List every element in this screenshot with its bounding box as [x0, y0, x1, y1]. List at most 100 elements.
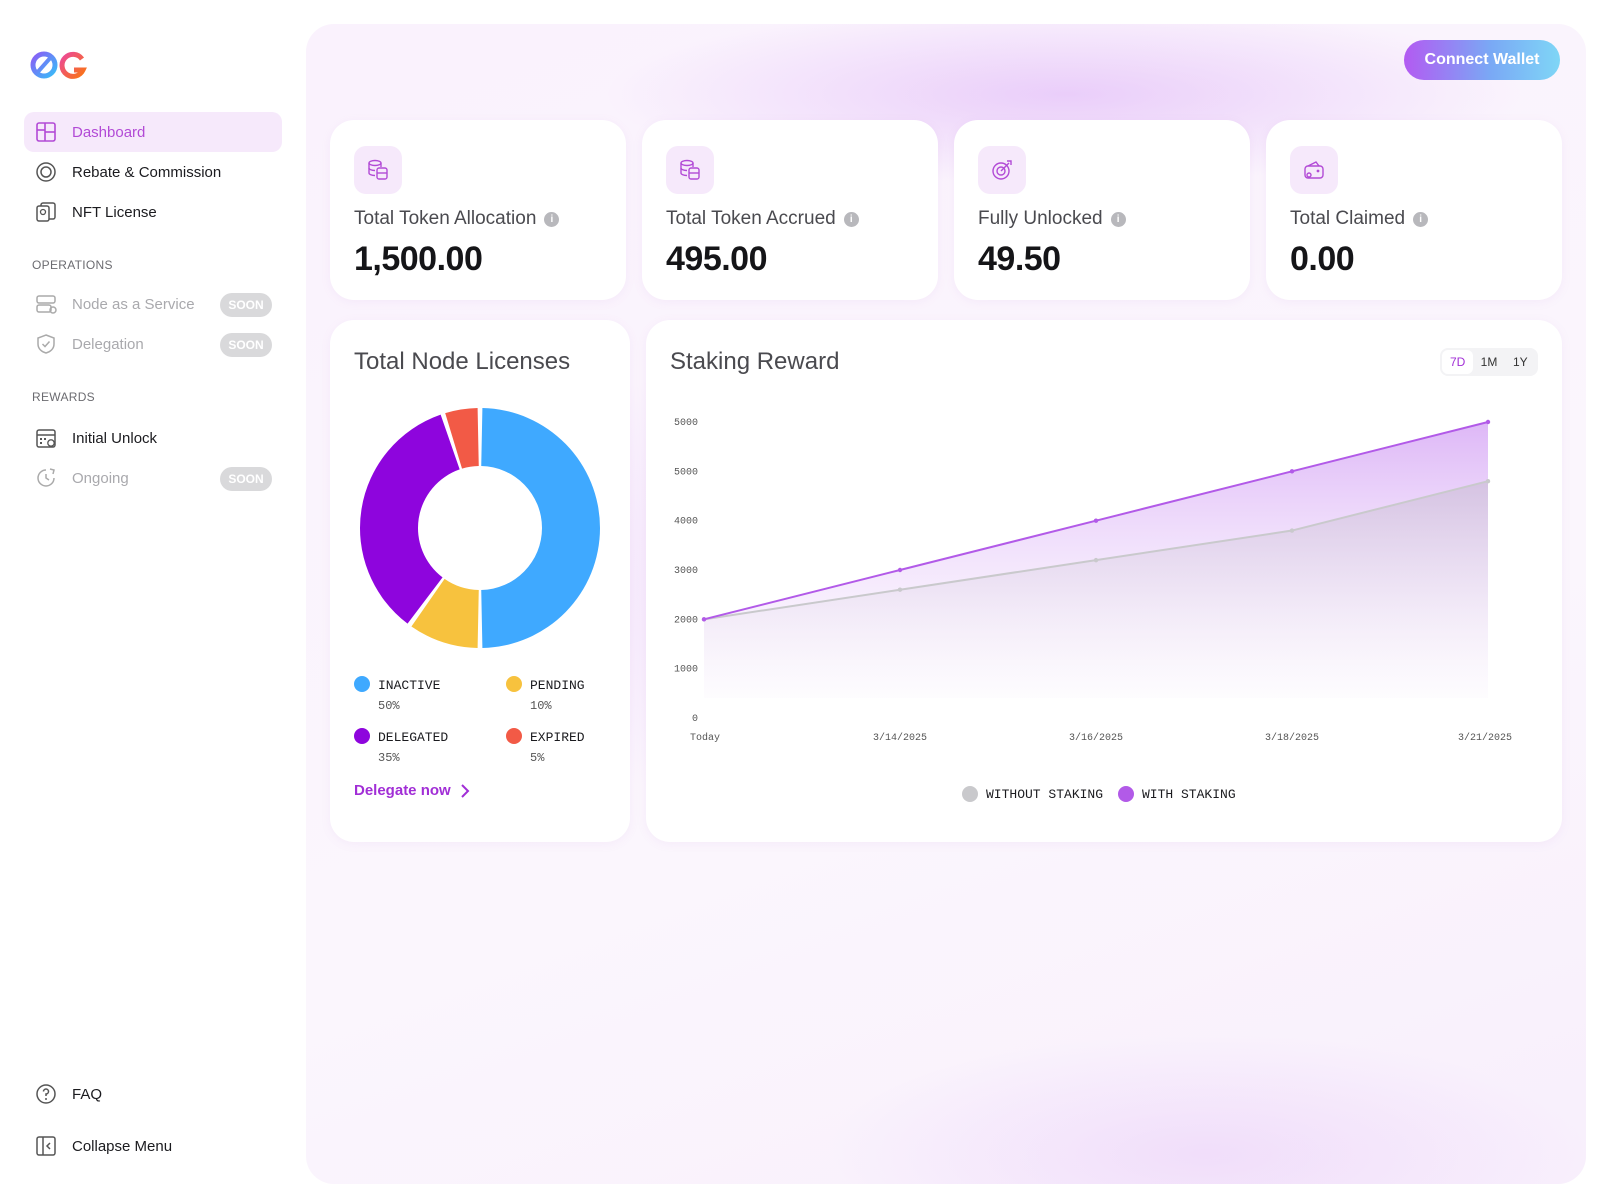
info-icon[interactable]: i	[1110, 211, 1126, 227]
data-point[interactable]	[1485, 419, 1491, 425]
data-point[interactable]	[1289, 469, 1295, 474]
legend-label: DELEGATED	[378, 730, 449, 745]
dashboard-icon	[34, 120, 58, 144]
legend-value: 10%	[530, 699, 552, 713]
stat-card-total-token-accrued: Total Token Accrued i 495.00	[642, 120, 938, 300]
sidebar-item-delegation[interactable]: Delegation SOON	[24, 324, 282, 364]
coins-icon	[666, 146, 714, 194]
stat-label-text: Total Token Allocation	[354, 208, 537, 229]
legend-value: 50%	[378, 699, 400, 713]
donut-slice-inactive[interactable]	[481, 408, 601, 648]
collapse-icon	[34, 1134, 58, 1158]
donut-slice-delegated[interactable]	[360, 414, 460, 624]
donut-slice-pending[interactable]	[411, 578, 479, 648]
logo[interactable]	[30, 50, 90, 80]
main-content: Connect Wallet Total Token Allocation i 1…	[306, 24, 1586, 1184]
sidebar-item-label: Delegation	[72, 335, 144, 353]
legend-dot	[354, 676, 370, 692]
data-point[interactable]	[1485, 479, 1491, 484]
chevron-right-icon	[460, 783, 470, 798]
info-icon[interactable]: i	[1413, 211, 1429, 227]
area-without-staking	[704, 481, 1488, 698]
stat-card-fully-unlocked: Fully Unlocked i 49.50	[954, 120, 1250, 300]
stat-value: 1,500.00	[354, 240, 483, 278]
legend-label: EXPIRED	[530, 730, 585, 745]
sidebar-item-node-as-a-service[interactable]: Node as a Service SOON	[24, 284, 282, 324]
soon-badge: SOON	[220, 293, 272, 317]
range-tab-1y[interactable]: 1Y	[1512, 355, 1528, 369]
stat-label-text: Fully Unlocked	[978, 208, 1103, 229]
info-icon[interactable]: i	[843, 211, 859, 227]
delegate-now-link[interactable]: Delegate now	[354, 782, 473, 799]
rebate-icon	[34, 160, 58, 184]
y-tick-label: 1000	[674, 665, 698, 676]
sidebar-item-label: Node as a Service	[72, 295, 195, 313]
sidebar-item-ongoing[interactable]: Ongoing SOON	[24, 458, 282, 498]
operations-section-label: OPERATIONS	[32, 258, 113, 272]
staking-reward-card: Staking Reward 7D 1M 1Y 0 1000 2000 3000 400…	[646, 320, 1562, 842]
y-tick-label: 5000	[674, 467, 698, 478]
donut-slice-expired[interactable]	[445, 408, 479, 469]
y-tick-label: 3000	[674, 566, 698, 577]
y-tick-label: 5000	[674, 418, 698, 429]
sidebar-item-label: Rebate & Commission	[72, 163, 222, 181]
stat-label: Total Token Allocation i	[354, 208, 560, 230]
question-icon	[34, 1082, 58, 1106]
stat-label: Fully Unlocked i	[978, 208, 1126, 230]
x-tick-label: 3/18/2025	[1265, 732, 1319, 744]
stat-label: Total Token Accrued i	[666, 208, 859, 230]
sidebar-item-faq[interactable]: FAQ	[24, 1074, 282, 1114]
x-tick-label: 3/16/2025	[1069, 732, 1123, 744]
sidebar-item-label: Ongoing	[72, 469, 129, 487]
legend-label: PENDING	[530, 678, 585, 693]
sidebar-item-label: Initial Unlock	[72, 429, 158, 447]
legend-dot	[506, 728, 522, 744]
stat-label-text: Total Claimed	[1290, 208, 1406, 229]
range-tab-7d[interactable]: 7D	[1442, 350, 1474, 374]
sidebar: Dashboard Rebate & Commission NFT Licens…	[0, 0, 300, 1200]
stat-value: 495.00	[666, 240, 768, 278]
range-tab-1m[interactable]: 1M	[1480, 355, 1498, 369]
legend-dot	[506, 676, 522, 692]
legend-item-with-staking: WITH STAKING	[1118, 786, 1236, 802]
x-tick-label: 3/21/2025	[1458, 732, 1512, 744]
info-icon[interactable]: i	[544, 211, 560, 227]
node-licenses-card: Total Node Licenses INACTIVE 50% PENDING…	[330, 320, 630, 842]
collapse-menu-button[interactable]: Collapse Menu	[24, 1126, 282, 1166]
staking-reward-title: Staking Reward	[670, 348, 840, 375]
data-point[interactable]	[1093, 518, 1099, 523]
legend-dot	[1118, 786, 1134, 802]
target-icon	[978, 146, 1026, 194]
logo-icon	[30, 51, 87, 79]
stat-label: Total Claimed i	[1290, 208, 1429, 230]
data-point[interactable]	[1289, 528, 1295, 533]
delegate-now-label: Delegate now	[354, 782, 451, 799]
legend-item-without-staking: WITHOUT STAKING	[962, 786, 1103, 802]
range-selector: 7D 1M 1Y	[1440, 348, 1538, 376]
data-point[interactable]	[701, 617, 707, 622]
data-point[interactable]	[1093, 557, 1099, 563]
stat-card-total-token-allocation: Total Token Allocation i 1,500.00	[330, 120, 626, 300]
sidebar-item-label: FAQ	[72, 1085, 103, 1103]
x-tick-label: 3/14/2025	[873, 732, 927, 744]
data-point[interactable]	[897, 567, 903, 573]
sidebar-item-initial-unlock[interactable]: Initial Unlock	[24, 418, 282, 458]
stat-label-text: Total Token Accrued	[666, 208, 836, 229]
sidebar-item-label: NFT License	[72, 203, 157, 221]
stat-value: 0.00	[1290, 240, 1355, 278]
data-point[interactable]	[897, 587, 903, 592]
sidebar-item-nft-license[interactable]: NFT License	[24, 192, 282, 232]
staking-reward-chart: 0 1000 2000 3000 4000 5000 5000 Today 3/14/2025 3…	[674, 418, 1512, 744]
stat-card-total-claimed: Total Claimed i 0.00	[1266, 120, 1562, 300]
connect-wallet-button[interactable]: Connect Wallet	[1404, 40, 1560, 80]
node-service-icon	[34, 292, 58, 316]
soon-badge: SOON	[220, 467, 272, 491]
wallet-icon	[1290, 146, 1338, 194]
sidebar-item-label: Collapse Menu	[72, 1137, 173, 1155]
calendar-icon	[34, 426, 58, 450]
sidebar-item-label: Dashboard	[72, 123, 146, 141]
sidebar-item-rebate[interactable]: Rebate & Commission	[24, 152, 282, 192]
x-tick-label: Today	[690, 732, 720, 744]
sidebar-item-dashboard[interactable]: Dashboard	[24, 112, 282, 152]
license-icon	[34, 200, 58, 224]
